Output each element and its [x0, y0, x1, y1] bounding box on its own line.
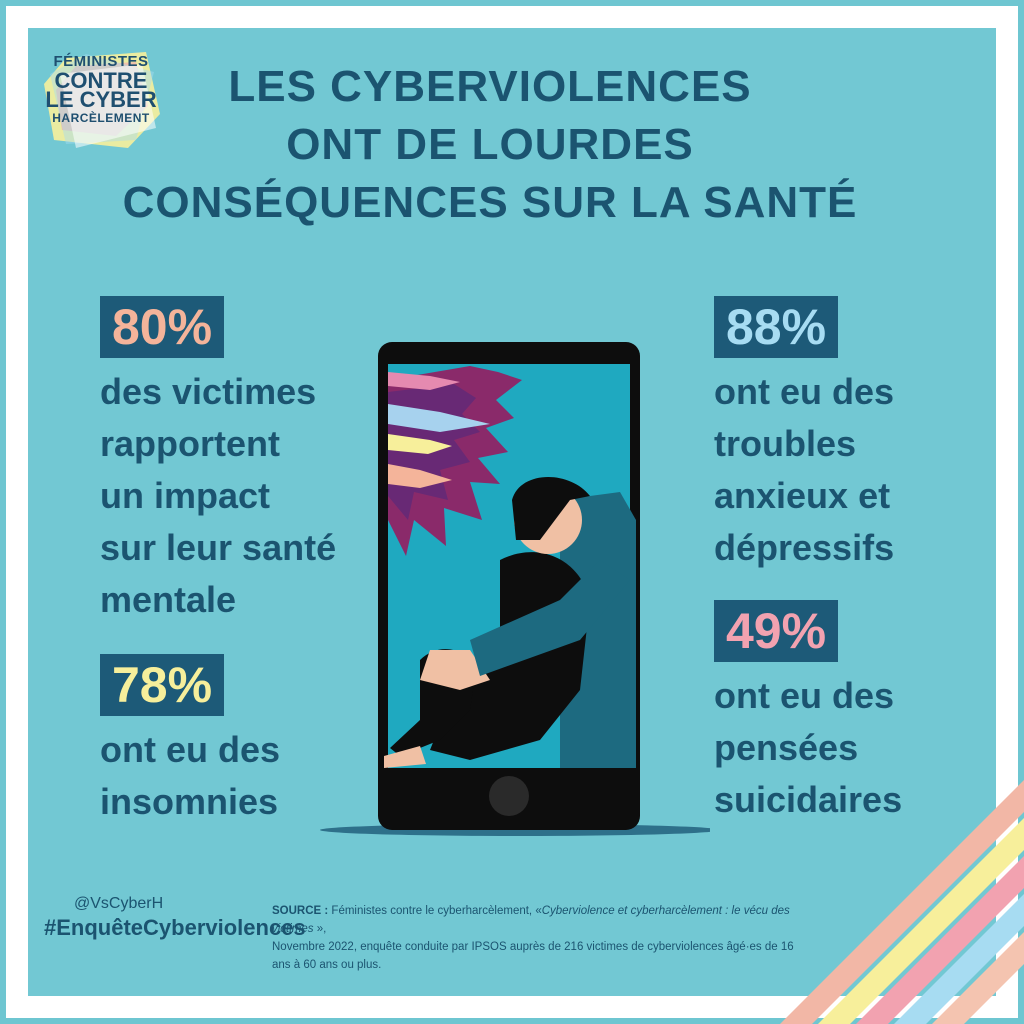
- title-line-1: LES CYBERVIOLENCES: [228, 62, 752, 111]
- phone-illustration: [320, 342, 710, 836]
- source-study-title: Cyberviolence et cyberharcèlement : le v…: [272, 905, 790, 935]
- twitter-handle: @VsCyberH: [74, 895, 164, 912]
- logo: FÉMINISTES CONTRE LE CYBER HARCÈLEMENT: [36, 44, 166, 154]
- stat-line: sur leur santé: [100, 527, 337, 568]
- logo-text: FÉMINISTES CONTRE LE CYBER HARCÈLEMENT: [36, 52, 166, 128]
- stat-value-badge: 78%: [100, 654, 225, 716]
- logo-line-3: LE CYBER: [45, 87, 157, 112]
- stat-line: anxieux et: [714, 475, 891, 516]
- source-label: SOURCE :: [272, 905, 329, 917]
- source-text-2: »,: [313, 923, 327, 935]
- stat-line: suicidaires: [714, 779, 903, 820]
- stat-49: 49% ont eu des pensées suicidaires: [714, 600, 902, 826]
- stat-80: 80% des victimes rapportent un impact su…: [100, 296, 336, 626]
- stat-value-badge: 49%: [714, 600, 839, 662]
- logo-line-4: HARCÈLEMENT: [52, 111, 150, 125]
- page-title: LES CYBERVIOLENCES ONT DE LOURDES CONSÉQ…: [100, 58, 880, 232]
- stat-line: ont eu des: [100, 729, 281, 770]
- stat-line: dépressifs: [714, 527, 895, 568]
- title-line-3: CONSÉQUENCES SUR LA SANTÉ: [122, 178, 858, 227]
- logo-line-1: FÉMINISTES: [53, 53, 149, 70]
- home-button-icon: [489, 776, 529, 816]
- stat-description: des victimes rapportent un impact sur le…: [100, 366, 336, 626]
- stat-description: ont eu des pensées suicidaires: [714, 670, 902, 826]
- stat-line: troubles: [714, 423, 857, 464]
- stat-description: ont eu des troubles anxieux et dépressif…: [714, 366, 894, 574]
- stat-line: ont eu des: [714, 371, 895, 412]
- stat-line: ont eu des: [714, 675, 895, 716]
- logo-shape: [44, 52, 160, 148]
- pointing-hands-icon: [388, 372, 490, 488]
- stat-description: ont eu des insomnies: [100, 724, 280, 828]
- source-text-1: Féministes contre le cyberharcèlement, «: [328, 905, 542, 917]
- hashtag: #EnquêteCyberviolences: [44, 915, 306, 940]
- source-line-2: Novembre 2022, enquête conduite par IPSO…: [272, 941, 794, 971]
- logo-line-2: CONTRE: [54, 68, 148, 93]
- source-note: SOURCE : Féministes contre le cyberharcè…: [272, 902, 802, 974]
- stat-78: 78% ont eu des insomnies: [100, 654, 280, 828]
- stat-88: 88% ont eu des troubles anxieux et dépre…: [714, 296, 894, 574]
- stat-line: rapportent: [100, 423, 280, 464]
- person-figure: [384, 476, 636, 768]
- stat-line: mentale: [100, 579, 237, 620]
- stat-line: pensées: [714, 727, 859, 768]
- title-line-2: ONT DE LOURDES: [286, 120, 694, 169]
- stat-line: un impact: [100, 475, 271, 516]
- stat-line: des victimes: [100, 371, 317, 412]
- stat-value-badge: 88%: [714, 296, 839, 358]
- stat-value-badge: 80%: [100, 296, 225, 358]
- stat-line: insomnies: [100, 781, 279, 822]
